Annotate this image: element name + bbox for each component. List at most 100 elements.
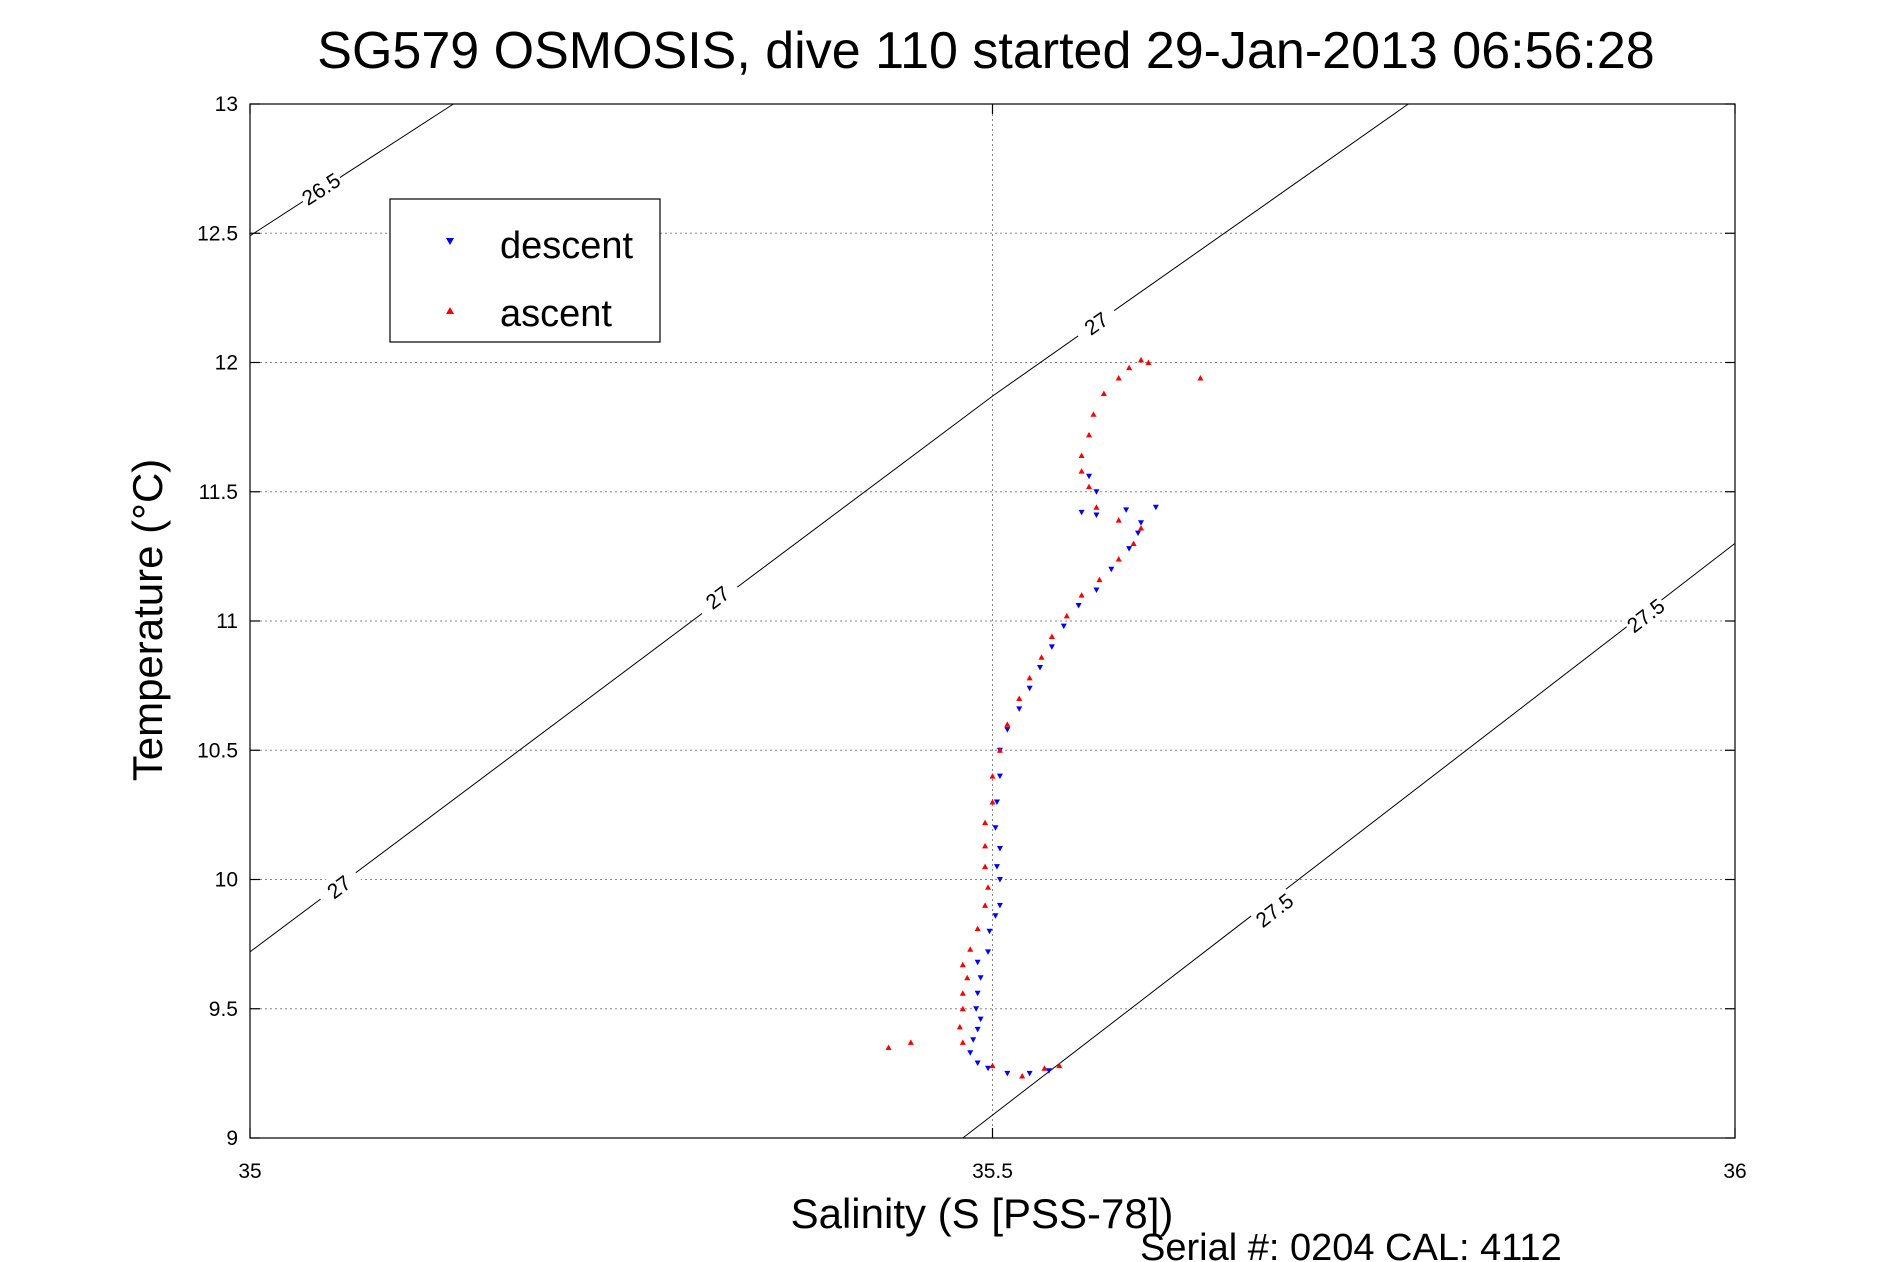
point-ascent [1048, 633, 1055, 640]
contour-label-bg [1248, 886, 1300, 934]
point-ascent [959, 990, 966, 996]
x-tick-label: 36 [1723, 1160, 1746, 1183]
grid-lines [250, 104, 1735, 1138]
point-ascent [996, 747, 1003, 753]
point-descent [993, 799, 1000, 805]
point-ascent [989, 773, 996, 779]
contour-line-26.5 [249, 103, 454, 237]
legend-marker-descent [446, 238, 454, 245]
axis-ticks: 35 35.5 36 9 9.5 10 10.5 11 11.5 12 12.5 13 [197, 93, 1747, 1183]
point-descent [1026, 1070, 1033, 1077]
point-ascent [982, 863, 989, 870]
point-ascent [1016, 695, 1023, 702]
point-descent [1135, 530, 1142, 537]
point-ascent [1078, 468, 1085, 474]
point-ascent [1038, 654, 1045, 660]
point-descent [985, 949, 992, 955]
point-ascent [1090, 411, 1097, 417]
point-ascent [1004, 721, 1011, 727]
point-ascent [982, 819, 989, 826]
point-descent [1075, 602, 1082, 609]
point-ascent [1093, 504, 1100, 510]
point-ascent [967, 946, 974, 952]
x-tick-label: 35.5 [972, 1160, 1013, 1183]
point-descent [1004, 1070, 1011, 1077]
serial-cal-footer: Serial #: 0204 CAL: 4112 [1140, 1227, 1562, 1262]
point-descent [1086, 473, 1093, 480]
point-descent [985, 1065, 992, 1072]
point-descent [977, 1016, 984, 1023]
y-tick-label: 12.5 [197, 222, 238, 245]
point-descent [974, 1026, 981, 1033]
legend-label-descent: descent [500, 225, 634, 267]
point-descent [974, 1060, 981, 1067]
point-descent [992, 913, 999, 919]
point-ascent [1056, 1062, 1063, 1069]
point-descent [996, 845, 1003, 852]
point-ascent [1019, 1072, 1026, 1079]
point-descent [977, 975, 984, 981]
point-descent [974, 990, 981, 997]
point-ascent [1138, 356, 1144, 363]
point-ascent [956, 1023, 963, 1030]
point-ascent [1100, 390, 1107, 397]
point-ascent [1086, 483, 1093, 490]
contour-line-27 [249, 103, 1409, 953]
y-axis-label: Temperature (°C) [124, 459, 171, 782]
y-tick-label: 11.5 [199, 481, 238, 504]
point-descent [986, 928, 993, 935]
point-descent [1060, 623, 1067, 630]
legend-label-ascent: ascent [500, 293, 612, 335]
legend-box [389, 198, 661, 343]
point-ascent [1197, 375, 1204, 381]
point-ascent [1115, 375, 1122, 381]
point-descent [1108, 566, 1115, 573]
point-descent [1026, 685, 1033, 692]
point-ascent [1130, 540, 1137, 546]
point-descent [1045, 1068, 1052, 1074]
point-ascent [959, 1005, 966, 1012]
contour-label-bg [313, 862, 364, 911]
point-descent [1016, 706, 1023, 712]
point-ascent [907, 1039, 914, 1045]
point-descent [974, 959, 981, 966]
legend: descent ascent [389, 198, 661, 343]
point-descent [1004, 727, 1011, 733]
point-ascent [1063, 612, 1070, 619]
y-tick-label: 9 [226, 1127, 238, 1150]
legend-marker-ascent [446, 307, 454, 314]
point-ascent [1126, 364, 1133, 371]
point-descent [1048, 644, 1055, 650]
point-descent [1123, 507, 1130, 513]
point-descent [1037, 665, 1044, 671]
point-descent [992, 825, 999, 831]
y-tick-label: 9.5 [209, 998, 238, 1021]
point-ascent [989, 798, 996, 805]
chart-title: SG579 OSMOSIS, dive 110 started 29-Jan-2… [317, 22, 1654, 80]
contour-line-27.5 [962, 543, 1736, 1139]
contour-label-bg [1619, 591, 1671, 639]
y-tick-label: 12 [215, 352, 238, 375]
point-ascent [1086, 431, 1093, 438]
y-tick-label: 10 [215, 869, 238, 892]
point-descent [996, 877, 1003, 883]
point-ascent [1145, 359, 1152, 365]
y-tick-label: 13 [215, 93, 238, 116]
point-ascent [1078, 452, 1085, 459]
point-descent [1078, 509, 1085, 516]
point-ascent [885, 1044, 892, 1051]
point-ascent [989, 1062, 996, 1069]
point-descent [1138, 520, 1144, 526]
point-ascent [982, 902, 989, 908]
contour-label: 27.5 [1623, 595, 1669, 638]
x-axis-label: Salinity (S [PSS-78]) [791, 1190, 1174, 1237]
point-descent [1126, 546, 1133, 552]
contour-label: 27.5 [1252, 889, 1298, 932]
point-ascent [982, 842, 989, 849]
point-ascent [1138, 524, 1144, 531]
point-descent [996, 902, 1003, 909]
contour-label-bg [691, 573, 743, 621]
